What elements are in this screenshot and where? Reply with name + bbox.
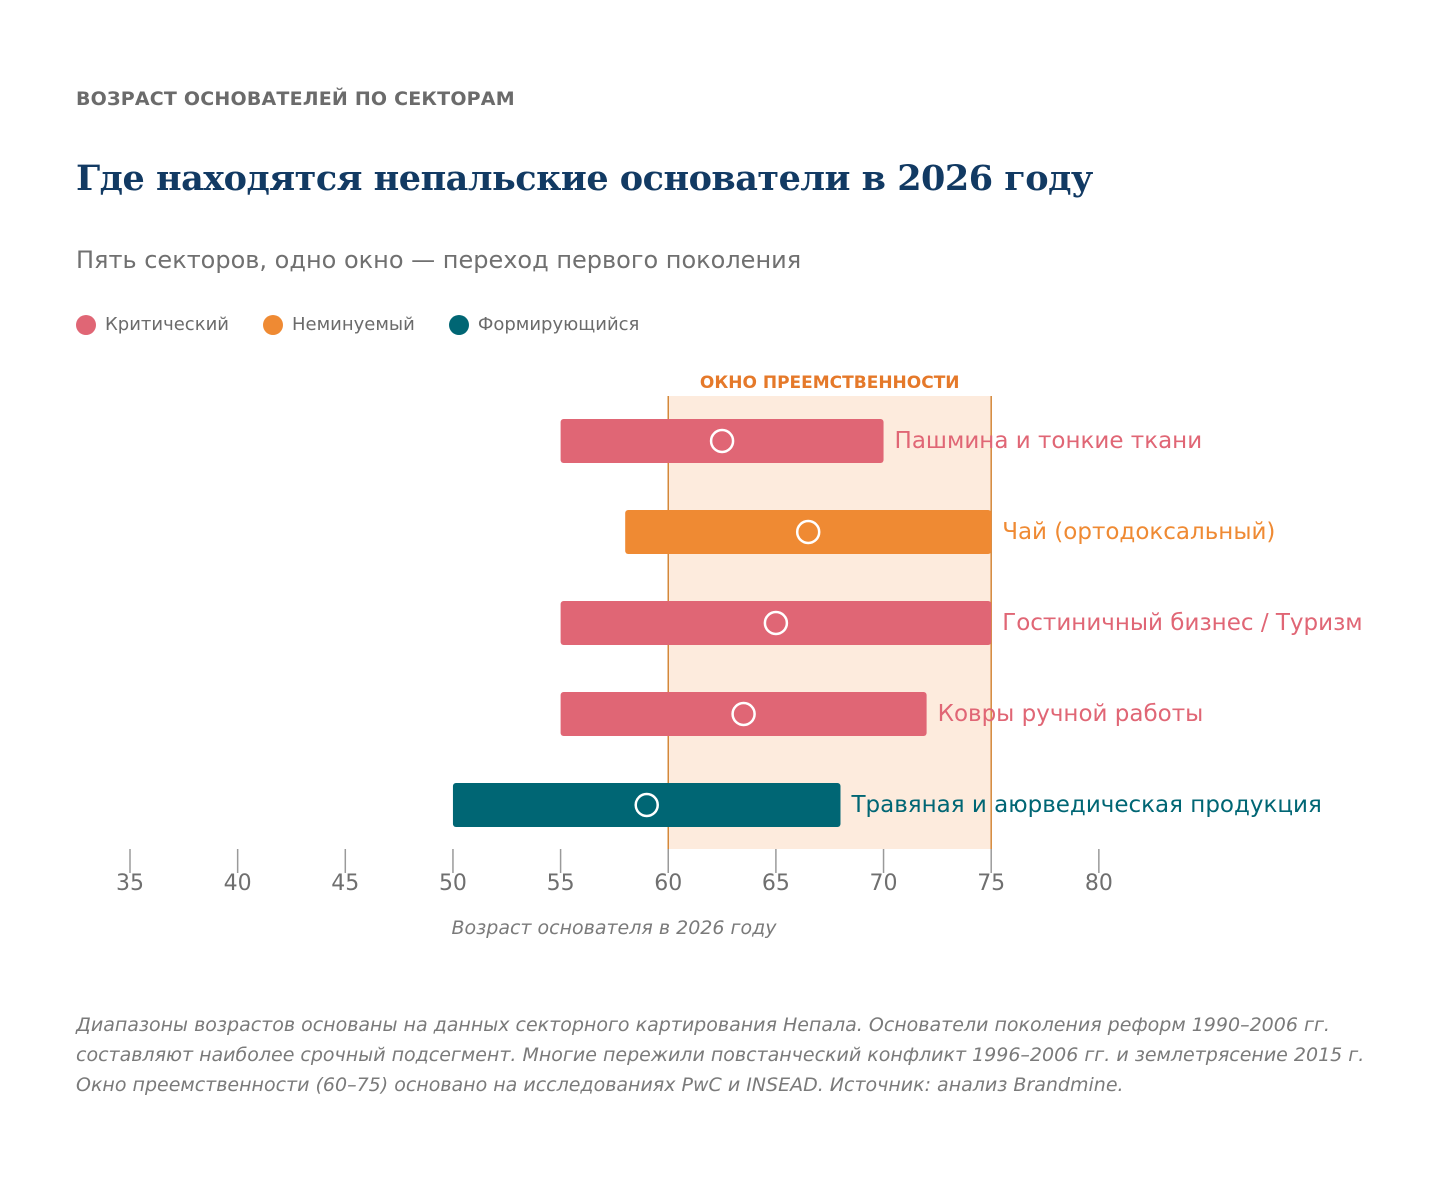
range-bar: [452, 783, 841, 827]
legend: Критический Неминуемый Формирующийся: [76, 314, 673, 335]
range-bar: [560, 419, 884, 463]
range-bar: [560, 601, 992, 645]
x-axis-label: Возраст основателя в 2026 году: [452, 917, 778, 939]
legend-label-imminent: Неминуемый: [291, 314, 415, 335]
x-tick-label: 35: [116, 871, 144, 896]
range-bar-chart: ОКНО ПРЕЕМСТВЕННОСТИ Пашмина и тонкие тка…: [116, 373, 1363, 939]
legend-item-emerging: Формирующийся: [448, 314, 640, 335]
footnote: Диапазоны возрастов основаны на данных с…: [76, 1014, 1365, 1096]
range-bar: [625, 510, 992, 554]
x-tick-label: 75: [977, 871, 1005, 896]
x-tick-label: 50: [439, 871, 467, 896]
chart-title: Где находятся непальские основатели в 20…: [76, 158, 1093, 199]
legend-swatch-emerging: [448, 314, 469, 335]
sector-label: Ковры ручной работы: [938, 701, 1204, 727]
x-tick-label: 65: [762, 871, 790, 896]
legend-label-emerging: Формирующийся: [477, 314, 640, 335]
median-marker: [709, 428, 735, 454]
x-tick-label: 60: [654, 871, 682, 896]
range-bar: [560, 692, 927, 736]
legend-swatch-imminent: [262, 314, 283, 335]
x-tick-label: 70: [870, 871, 898, 896]
x-tick-label: 40: [224, 871, 252, 896]
legend-item-imminent: Неминуемый: [262, 314, 415, 335]
chart-eyebrow: ВОЗРАСТ ОСНОВАТЕЛЕЙ ПО СЕКТОРАМ: [76, 88, 515, 110]
chart-subtitle: Пять секторов, одно окно — переход перво…: [76, 246, 802, 274]
sector-label: Травяная и аюрведическая продукция: [850, 792, 1321, 818]
median-marker: [763, 610, 789, 636]
sector-label: Пашмина и тонкие ткани: [895, 428, 1203, 454]
x-tick-label: 45: [331, 871, 359, 896]
legend-item-critical: Критический: [76, 314, 229, 335]
legend-label-critical: Критический: [105, 314, 229, 335]
legend-swatch-critical: [76, 314, 96, 335]
sector-label: Чай (ортодоксальный): [1002, 519, 1275, 545]
median-marker: [731, 701, 756, 727]
median-marker: [634, 792, 659, 818]
median-marker: [795, 519, 821, 545]
x-tick-label: 55: [547, 871, 575, 896]
x-tick-label: 80: [1085, 871, 1113, 896]
succession-window-label: ОКНО ПРЕЕМСТВЕННОСТИ: [700, 373, 960, 393]
sector-label: Гостиничный бизнес / Туризм: [1002, 610, 1362, 636]
